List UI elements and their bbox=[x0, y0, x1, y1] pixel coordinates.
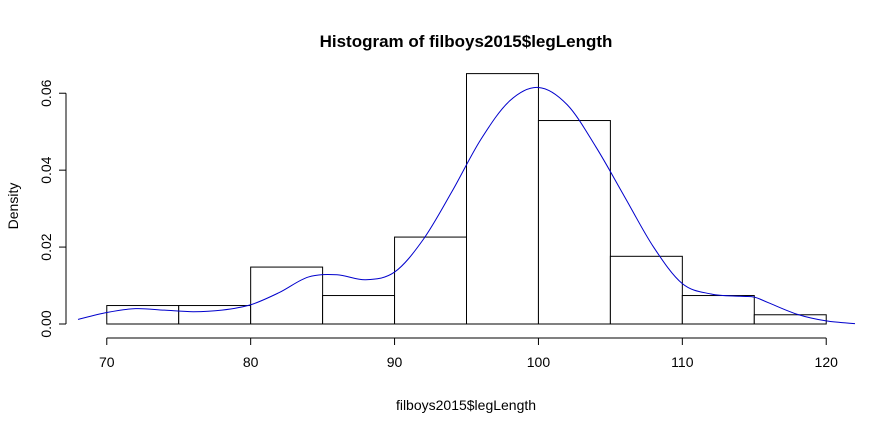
histogram-bar-105-110 bbox=[609, 255, 683, 325]
histogram-bar-110-115 bbox=[681, 295, 755, 325]
y-axis: 0.00 0.02 0.04 0.06 bbox=[38, 79, 67, 338]
histogram-bar-90-95 bbox=[394, 236, 467, 325]
histogram-bar-80-85 bbox=[250, 266, 324, 325]
x-tick-label: 120 bbox=[815, 354, 839, 370]
y-tick-label: 0.04 bbox=[38, 156, 54, 183]
y-tick-label: 0.06 bbox=[38, 79, 54, 106]
histogram-bars bbox=[106, 73, 827, 325]
x-axis-label: filboys2015$legLength bbox=[396, 397, 536, 413]
histogram-bar-95-100 bbox=[466, 73, 539, 325]
histogram-bar-115-120 bbox=[753, 314, 827, 325]
x-axis: 70 80 90 100 110 120 bbox=[99, 337, 839, 370]
x-tick-label: 90 bbox=[387, 354, 403, 370]
x-tick-label: 80 bbox=[243, 354, 259, 370]
y-axis-label: Density bbox=[5, 183, 21, 230]
histogram-bar-85-90 bbox=[322, 295, 396, 325]
y-tick-label: 0.02 bbox=[38, 233, 54, 260]
density-curve-group bbox=[77, 86, 856, 325]
x-tick-label: 100 bbox=[527, 354, 551, 370]
histogram-bar-75-80 bbox=[178, 305, 252, 325]
x-tick-label: 70 bbox=[99, 354, 115, 370]
histogram-bar-100-105 bbox=[537, 120, 611, 325]
y-tick-label: 0.00 bbox=[38, 310, 54, 337]
x-tick-label: 110 bbox=[671, 354, 694, 370]
chart-title: Histogram of filboys2015$legLength bbox=[320, 32, 613, 51]
density-curve bbox=[77, 86, 856, 325]
